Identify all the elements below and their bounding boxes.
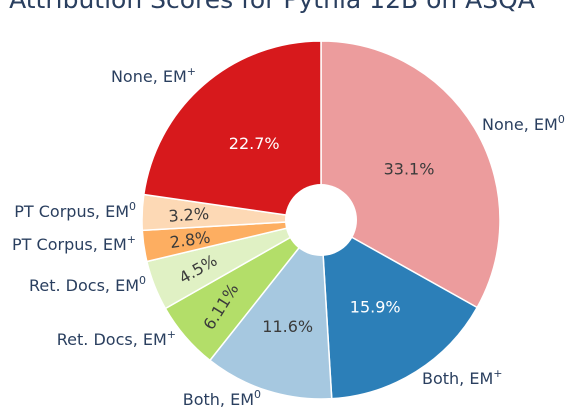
- slice-category-label: PT Corpus, EM+: [12, 233, 136, 254]
- slice-category-label: Both, EM0: [183, 388, 261, 409]
- slice-category-label: Ret. Docs, EM+: [57, 328, 176, 349]
- slice-category-label: PT Corpus, EM0: [14, 200, 136, 221]
- donut-hole: [285, 184, 357, 256]
- chart-title: Attribution Scores for Pythia 12B on ASQ…: [9, 0, 535, 14]
- slice-category-label: Both, EM+: [422, 367, 502, 388]
- slice-percent-label: 15.9%: [350, 297, 401, 316]
- slice-category-label: None, EM+: [111, 65, 196, 86]
- slice-percent-label: 11.6%: [262, 317, 313, 336]
- pie-slice: [208, 217, 333, 400]
- pie-slice: [320, 218, 479, 400]
- slice-percent-label: 33.1%: [384, 159, 435, 178]
- slice-percent-label: 3.2%: [168, 204, 210, 226]
- slice-category-label: Ret. Docs, EM0: [29, 274, 146, 295]
- slice-percent-label: 22.7%: [229, 134, 280, 153]
- pie-slice: [320, 40, 501, 309]
- slice-category-label: None, EM0: [482, 113, 565, 134]
- pie-slice: [142, 40, 322, 221]
